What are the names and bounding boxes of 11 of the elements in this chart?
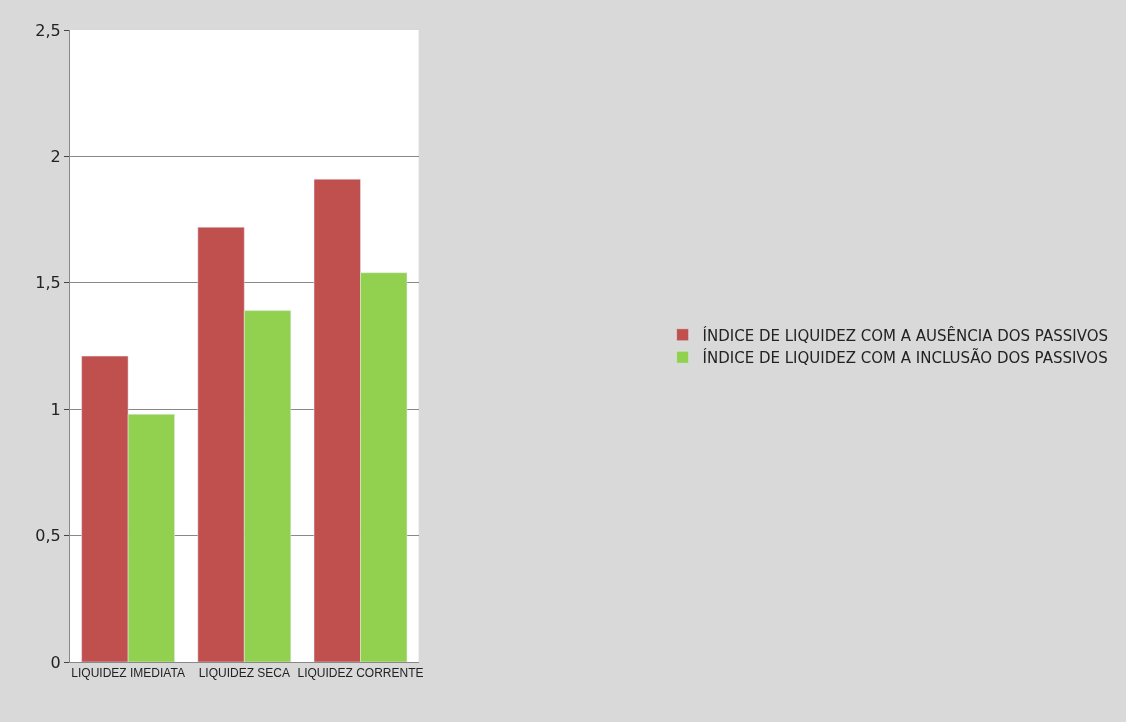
y-tick-label: 2 [50, 147, 61, 166]
x-tick-label: LIQUIDEZ IMEDIATA [71, 666, 185, 681]
legend-label: ÍNDICE DE LIQUIDEZ COM A INCLUSÃO DOS PASSIVOS [702, 348, 1108, 368]
y-tick-label: 1 [50, 399, 61, 419]
y-tick-label: 2,5 [35, 20, 61, 40]
y-tick-label: 1,5 [35, 273, 61, 293]
x-tick-label: LIQUIDEZ CORRENTE [297, 666, 424, 681]
legend-label: ÍNDICE DE LIQUIDEZ COM A AUSÊNCIA DOS PASSIVOS [702, 325, 1109, 345]
y-tick-label: 0,5 [35, 526, 61, 546]
x-tick-label: LIQUIDEZ SECA [198, 666, 290, 681]
y-tick-label: 0 [50, 652, 61, 672]
